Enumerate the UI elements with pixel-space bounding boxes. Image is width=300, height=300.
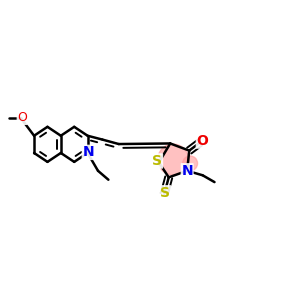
Text: S: S xyxy=(160,186,170,200)
Circle shape xyxy=(158,144,189,175)
Text: N: N xyxy=(82,146,94,159)
Text: O: O xyxy=(196,134,208,148)
Text: O: O xyxy=(17,111,27,124)
Text: S: S xyxy=(152,154,162,168)
Text: N: N xyxy=(181,164,193,178)
Circle shape xyxy=(183,156,198,171)
